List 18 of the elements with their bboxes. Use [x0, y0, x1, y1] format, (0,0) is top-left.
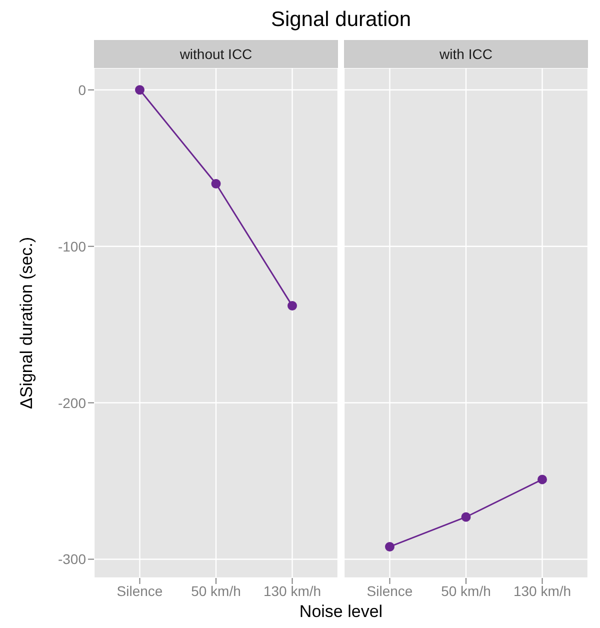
- y-tick-label: -300: [58, 551, 86, 568]
- point: [135, 85, 144, 95]
- point: [288, 301, 297, 311]
- x-tick-label: 130 km/h: [513, 582, 572, 599]
- x-tick-label: Silence: [366, 582, 413, 599]
- x-tick-label: 50 km/h: [191, 582, 241, 599]
- y-axis-title: ΔSignal duration (sec.): [17, 237, 36, 409]
- x-tick-label: 50 km/h: [441, 582, 491, 599]
- x-axis-title: Noise level: [298, 602, 384, 622]
- chart-subtitle: without ICC: [94, 40, 338, 68]
- chart-subtitle: with ICC: [344, 40, 588, 68]
- x-tick-label: 130 km/h: [263, 582, 322, 599]
- y-tick-label: -100: [58, 238, 86, 254]
- chart-title: Signal duration: [270, 8, 412, 32]
- y-tick-label: 0: [78, 82, 86, 98]
- x-tick-label: Silence: [116, 582, 163, 599]
- point: [211, 179, 221, 189]
- y-tick-label: -200: [58, 394, 86, 411]
